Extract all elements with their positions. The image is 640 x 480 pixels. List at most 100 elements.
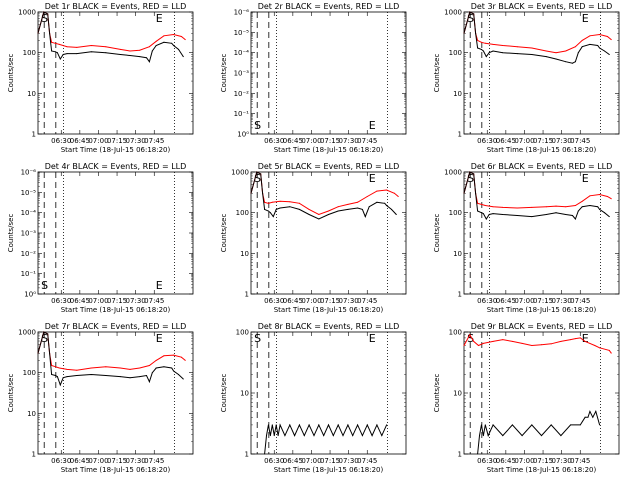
x-tick-label: 06:30 — [51, 137, 71, 145]
data-point — [180, 356, 182, 358]
data-point — [570, 424, 572, 426]
x-tick-label: 07:45 — [570, 297, 590, 305]
data-point — [347, 203, 349, 205]
data-point — [477, 47, 479, 49]
data-point — [357, 201, 359, 203]
x-axis-label: Start Time (18-Jul-15 06:18:20) — [274, 466, 384, 474]
data-point — [62, 377, 64, 379]
x-tick-label: 07:45 — [357, 137, 377, 145]
data-point — [589, 195, 591, 197]
data-point — [171, 367, 173, 369]
y-tick-label: 10 — [453, 250, 462, 258]
y-tick-label: 10 — [27, 90, 36, 98]
y-tick-label: 10⁰ — [24, 291, 36, 299]
data-point — [482, 435, 484, 437]
data-point — [139, 376, 141, 378]
data-point — [43, 11, 45, 13]
series-lld-red — [250, 171, 399, 216]
y-tick-label: 10 — [453, 390, 462, 398]
data-point — [90, 51, 92, 53]
data-point — [163, 355, 165, 357]
data-point — [482, 213, 484, 215]
data-point — [49, 352, 51, 354]
data-point — [289, 201, 291, 203]
x-tick-label: 06:45 — [496, 297, 516, 305]
data-point — [342, 435, 344, 437]
x-tick-label: 06:45 — [283, 297, 303, 305]
data-point — [480, 212, 482, 214]
data-point — [105, 46, 107, 48]
data-point — [146, 375, 147, 377]
data-point — [337, 424, 339, 426]
panel-det-7r: Det 7r BLACK = Events, RED = LLD 1 10 100 10… — [7, 322, 194, 474]
data-point — [260, 173, 262, 175]
panel-det-3r: Det 3r BLACK = Events, RED = LLD 1 10 100 10… — [433, 2, 620, 154]
data-point — [565, 50, 567, 52]
data-point — [577, 210, 579, 212]
data-point — [279, 200, 281, 202]
chart-title: Det 1r BLACK = Events, RED = LLD — [45, 2, 187, 11]
data-point — [90, 374, 92, 376]
x-axis-label: Start Time (18-Jul-15 06:18:20) — [487, 306, 597, 314]
data-point — [171, 42, 173, 44]
y-tick-label: 10⁻⁶ — [21, 169, 37, 177]
data-point — [173, 45, 175, 47]
y-axis-label: Counts/sec — [433, 214, 441, 253]
data-point — [492, 206, 494, 208]
x-tick-label: 06:30 — [51, 457, 71, 465]
data-point — [308, 214, 310, 216]
y-tick-label: 10⁻³ — [234, 70, 250, 78]
data-point — [482, 50, 484, 52]
start-marker: S — [467, 332, 474, 345]
data-point — [361, 435, 363, 437]
panel-det-1r: Det 1r BLACK = Events, RED = LLD 1 10 100 10… — [7, 2, 194, 154]
data-point — [395, 214, 397, 216]
data-point — [279, 207, 281, 209]
data-point — [577, 52, 579, 54]
plot-frame — [37, 331, 194, 455]
x-tick-label: 07:30 — [126, 137, 146, 145]
data-point — [589, 205, 591, 207]
data-point — [492, 50, 494, 52]
x-tick-label: 06:30 — [477, 457, 497, 465]
data-point — [43, 331, 45, 333]
y-tick-label: 10⁻³ — [21, 230, 37, 238]
x-tick-label: 07:00 — [88, 297, 108, 305]
data-point — [318, 424, 320, 426]
data-point — [148, 381, 150, 383]
y-tick-label: 1000 — [18, 329, 36, 337]
data-point — [560, 435, 562, 437]
y-axis-label: Counts/sec — [7, 374, 15, 413]
data-point — [56, 376, 58, 378]
x-tick-label: 06:30 — [477, 297, 497, 305]
data-point — [488, 214, 490, 216]
x-tick-label: 07:30 — [339, 137, 359, 145]
data-point — [54, 51, 56, 53]
data-point — [581, 46, 583, 48]
chart-title: Det 3r BLACK = Events, RED = LLD — [471, 2, 613, 11]
data-point — [473, 173, 475, 175]
x-tick-label: 07:45 — [357, 457, 377, 465]
start-marker: S — [41, 279, 48, 292]
x-axis-label: Start Time (18-Jul-15 06:18:20) — [61, 466, 171, 474]
y-tick-label: 10 — [240, 250, 249, 258]
y-tick-label: 1 — [458, 131, 462, 139]
end-marker: E — [582, 172, 589, 185]
data-point — [386, 205, 388, 207]
data-point — [381, 435, 383, 437]
data-point — [610, 198, 612, 200]
x-tick-label: 07:30 — [552, 297, 572, 305]
data-point — [477, 202, 479, 204]
data-point — [531, 206, 533, 208]
data-point — [487, 435, 489, 437]
data-point — [386, 424, 388, 426]
data-point — [173, 370, 175, 372]
data-point — [129, 377, 131, 379]
data-point — [54, 366, 56, 368]
y-tick-label: 100 — [449, 49, 462, 57]
start-marker: S — [41, 12, 48, 25]
x-tick-label: 07:45 — [570, 137, 590, 145]
data-point — [177, 48, 179, 50]
x-tick-label: 07:00 — [301, 297, 321, 305]
data-point — [328, 214, 329, 216]
